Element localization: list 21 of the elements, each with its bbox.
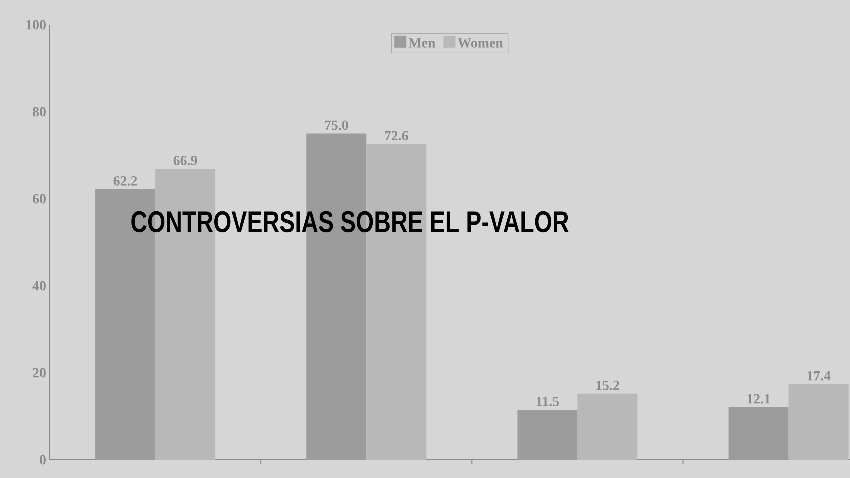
y-tick-label: 0 <box>40 455 46 465</box>
legend-label: Men <box>408 38 436 48</box>
data-label: 66.9 <box>174 156 198 166</box>
bar <box>578 394 638 460</box>
y-tick-label: 60 <box>33 194 46 204</box>
y-tick-label: 100 <box>26 20 46 30</box>
data-label: 17.4 <box>808 371 831 381</box>
data-label: 11.5 <box>537 397 560 406</box>
data-label: 62.2 <box>114 176 138 186</box>
data-label: 72.6 <box>385 131 408 141</box>
text: CONTROVERSIAS SOBRE EL P-VALOR <box>132 211 569 233</box>
y-tick-label: 40 <box>32 281 46 291</box>
legend-label: Women <box>458 38 504 48</box>
data-label: 12.1 <box>748 394 770 404</box>
bar <box>518 410 578 460</box>
bar <box>728 407 789 460</box>
y-tick-label: 80 <box>33 107 46 117</box>
bar <box>788 384 849 460</box>
data-label: 75.0 <box>325 120 348 130</box>
data-label: 15.2 <box>596 380 620 390</box>
y-tick-label: 20 <box>33 368 46 378</box>
